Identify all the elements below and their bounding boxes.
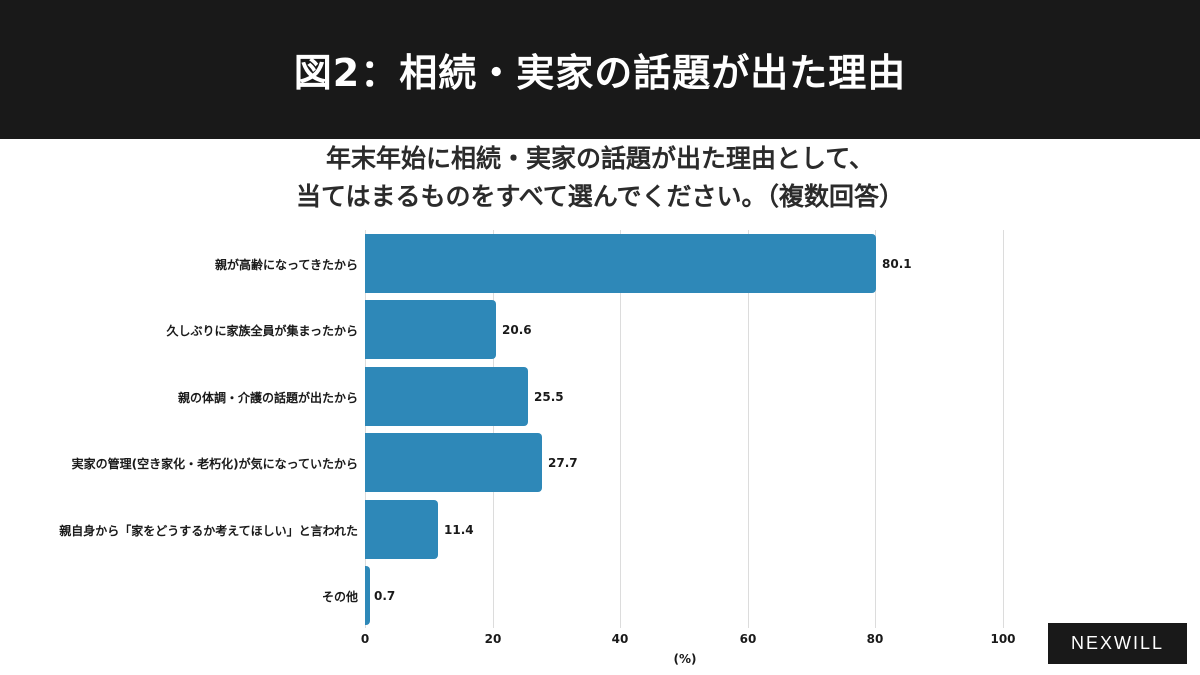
bar <box>365 234 876 293</box>
x-tick-label: 100 <box>990 632 1016 646</box>
category-label: 実家の管理(空き家化・老朽化)が気になっていたから <box>71 457 358 471</box>
nexwill-logo: NEXWILL <box>1048 623 1187 664</box>
gridline <box>620 230 621 628</box>
gridline <box>875 230 876 628</box>
figure-title: 図2：相続・実家の話題が出た理由 <box>293 51 907 95</box>
x-tick-label: 0 <box>360 632 370 646</box>
gridline <box>1003 230 1004 628</box>
category-label: 親の体調・介護の話題が出たから <box>177 391 358 405</box>
header-bar: 図2：相続・実家の話題が出た理由 <box>0 0 1200 139</box>
question-line-1: 年末年始に相続・実家の話題が出た理由として、 <box>325 144 874 173</box>
x-tick-label: 40 <box>611 632 629 646</box>
x-tick-label: 60 <box>739 632 757 646</box>
bar <box>365 500 438 559</box>
gridline <box>493 230 494 628</box>
bar-value-label: 20.6 <box>502 323 532 337</box>
gridline <box>365 230 366 628</box>
x-tick-label: 80 <box>866 632 884 646</box>
bar <box>365 367 528 426</box>
category-label: 親自身から「家をどうするか考えてほしい」と言われた <box>59 524 358 538</box>
bar-value-label: 25.5 <box>534 390 564 404</box>
category-label: 親が高齢になってきたから <box>214 258 358 272</box>
bar <box>365 566 370 625</box>
x-tick-label: 20 <box>484 632 502 646</box>
category-label: その他 <box>321 590 358 604</box>
bar <box>365 433 542 492</box>
question-text: 年末年始に相続・実家の話題が出た理由として、 当てはまるものをすべて選んでくださ… <box>0 140 1200 216</box>
bar-value-label: 0.7 <box>374 589 396 603</box>
bar-value-label: 27.7 <box>548 456 578 470</box>
x-axis-label: (%) <box>673 652 697 666</box>
plot-area: 80.1 20.6 25.5 27.7 11.4 0.7 <box>365 230 1005 628</box>
bar <box>365 300 496 359</box>
bar-value-label: 11.4 <box>444 523 474 537</box>
bar-value-label: 80.1 <box>882 257 912 271</box>
category-label: 久しぶりに家族全員が集まったから <box>166 324 358 338</box>
question-line-2: 当てはまるものをすべて選んでください。（複数回答） <box>295 182 904 211</box>
logo-text: NEXWILL <box>1070 633 1165 653</box>
gridline <box>748 230 749 628</box>
